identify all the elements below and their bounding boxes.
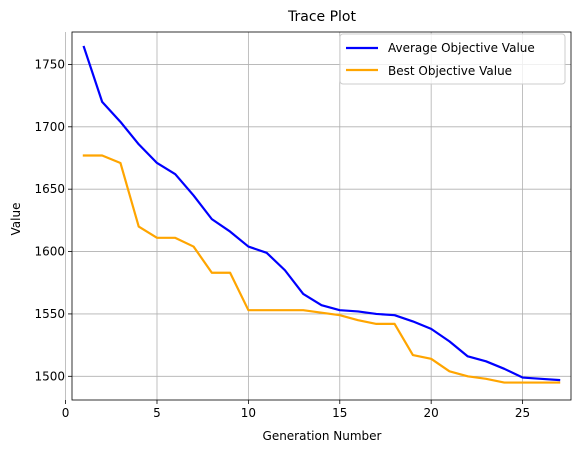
x-tick-label: 0 [62, 406, 70, 420]
y-tick-label: 1600 [34, 245, 65, 259]
x-tick-label: 5 [153, 406, 161, 420]
x-tick-label: 15 [332, 406, 347, 420]
y-axis-label: Value [9, 203, 23, 236]
x-tick-label: 25 [515, 406, 530, 420]
legend-label-average: Average Objective Value [388, 41, 535, 55]
y-tick-label: 1750 [34, 57, 65, 71]
axis-ticks: 0 5 10 15 20 25 1500 1550 1600 1650 1700 1750 [34, 57, 530, 420]
x-tick-label: 20 [424, 406, 439, 420]
x-tick-label: 10 [241, 406, 256, 420]
y-tick-label: 1650 [34, 182, 65, 196]
legend-label-best: Best Objective Value [388, 64, 512, 78]
series-lines [82, 45, 561, 384]
y-tick-label: 1700 [34, 120, 65, 134]
x-axis-label: Generation Number [263, 429, 382, 443]
best-objective-line [82, 154, 561, 384]
legend-box [339, 33, 566, 85]
y-tick-label: 1500 [34, 369, 65, 383]
y-tick-label: 1550 [34, 307, 65, 321]
legend: Average Objective Value Best Objective V… [339, 33, 566, 85]
chart-title: Trace Plot [287, 9, 356, 25]
grid-lines [65, 32, 571, 400]
plot-frame [71, 31, 572, 401]
average-objective-line [82, 45, 561, 382]
